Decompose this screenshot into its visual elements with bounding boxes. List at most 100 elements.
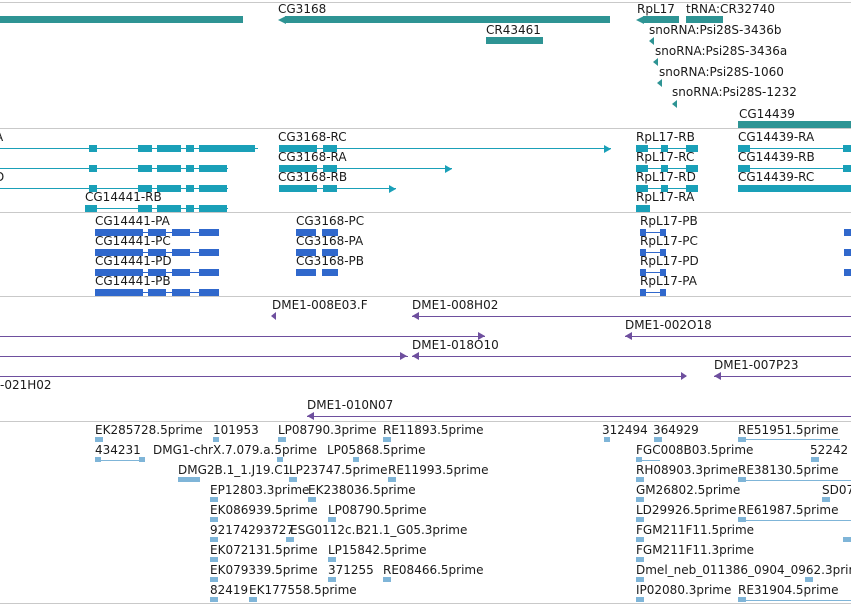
- gene-label[interactable]: snoRNA:Psi28S-1232: [672, 85, 797, 99]
- cds-block[interactable]: [660, 229, 666, 236]
- est-feature[interactable]: [210, 577, 218, 582]
- est-label[interactable]: RE11893.5prime: [383, 423, 484, 437]
- protein-label[interactable]: RpL17-PB: [640, 214, 698, 228]
- exon-block[interactable]: [279, 165, 317, 172]
- cds-block[interactable]: [640, 269, 646, 276]
- exon-block[interactable]: [686, 185, 698, 192]
- est-line[interactable]: [636, 460, 660, 461]
- est-feature[interactable]: [278, 437, 286, 442]
- transcript-label[interactable]: CG14439-RC: [738, 170, 815, 184]
- est-feature[interactable]: [738, 477, 746, 482]
- clone-end-marker-icon[interactable]: [271, 312, 276, 320]
- est-feature[interactable]: [636, 497, 644, 502]
- exon-block[interactable]: [157, 185, 181, 192]
- est-label[interactable]: 92174293727: [210, 523, 294, 537]
- est-label[interactable]: 52242: [810, 443, 849, 457]
- est-line[interactable]: [738, 520, 851, 521]
- exon-block[interactable]: [157, 205, 181, 212]
- exon-block[interactable]: [186, 165, 194, 172]
- exon-block[interactable]: [186, 205, 194, 212]
- clone-line[interactable]: [625, 336, 851, 337]
- est-feature[interactable]: [822, 497, 830, 502]
- exon-block[interactable]: [138, 145, 152, 152]
- transcript-label[interactable]: CG3168-RA: [278, 150, 347, 164]
- exon-block[interactable]: [199, 185, 227, 192]
- est-feature[interactable]: [383, 437, 391, 442]
- est-label[interactable]: LD29926.5prime: [636, 503, 737, 517]
- est-feature[interactable]: [210, 517, 218, 522]
- est-label[interactable]: 312494: [602, 423, 648, 437]
- exon-block[interactable]: [279, 145, 317, 152]
- est-feature[interactable]: [139, 457, 145, 462]
- snorna-marker-icon[interactable]: [672, 100, 677, 108]
- est-label[interactable]: EK285728.5prime: [95, 423, 203, 437]
- est-feature[interactable]: [277, 457, 283, 462]
- protein-label[interactable]: CG3168-PB: [296, 254, 365, 268]
- exon-block[interactable]: [686, 145, 698, 152]
- cds-block[interactable]: [199, 269, 219, 276]
- cds-block[interactable]: [322, 249, 338, 256]
- exon-block[interactable]: [738, 185, 851, 192]
- cds-block[interactable]: [296, 269, 316, 276]
- exon-block[interactable]: [738, 165, 750, 172]
- clone-line[interactable]: [0, 376, 686, 377]
- est-feature[interactable]: [636, 537, 644, 542]
- est-feature[interactable]: [328, 517, 336, 522]
- transcript-label[interactable]: RpL17-RC: [636, 150, 695, 164]
- est-label[interactable]: 82419: [210, 583, 249, 597]
- protein-label[interactable]: CG14441-PB: [95, 274, 171, 288]
- est-label[interactable]: 371255: [328, 563, 374, 577]
- exon-block[interactable]: [323, 165, 337, 172]
- est-label[interactable]: EK072131.5prime: [210, 543, 318, 557]
- transcript-label[interactable]: CG3168-RB: [278, 170, 348, 184]
- est-feature[interactable]: [636, 597, 644, 602]
- est-label[interactable]: RE61987.5prime: [738, 503, 839, 517]
- cds-block[interactable]: [172, 269, 190, 276]
- cds-block[interactable]: [296, 249, 316, 256]
- est-feature[interactable]: [95, 457, 101, 462]
- exon-block[interactable]: [157, 145, 181, 152]
- est-label[interactable]: SD07: [822, 483, 851, 497]
- est-feature[interactable]: [95, 437, 103, 442]
- clone-label[interactable]: DME1-002O18: [625, 318, 712, 332]
- cds-block[interactable]: [844, 269, 851, 276]
- est-label[interactable]: 101953: [213, 423, 259, 437]
- est-label[interactable]: IP02080.3prime: [636, 583, 732, 597]
- protein-label[interactable]: CG3168-PC: [296, 214, 365, 228]
- est-line[interactable]: [738, 439, 840, 440]
- exon-block[interactable]: [843, 145, 851, 152]
- est-feature[interactable]: [636, 517, 644, 522]
- est-label[interactable]: RE38130.5prime: [738, 463, 839, 477]
- exon-block[interactable]: [138, 205, 152, 212]
- transcript-label[interactable]: CG3168-RC: [278, 130, 347, 144]
- cds-block[interactable]: [660, 249, 666, 256]
- gene-label[interactable]: tRNA:CR32740: [686, 2, 775, 16]
- gene-label[interactable]: CR43461: [486, 23, 541, 37]
- est-feature[interactable]: [738, 597, 746, 602]
- protein-label[interactable]: CG14441-PC: [95, 234, 171, 248]
- exon-block[interactable]: [89, 185, 97, 192]
- est-feature[interactable]: [604, 437, 610, 442]
- est-line[interactable]: [95, 460, 145, 461]
- exon-block[interactable]: [157, 165, 181, 172]
- est-feature[interactable]: [289, 477, 297, 482]
- est-label[interactable]: GM26802.5prime: [636, 483, 741, 497]
- est-label[interactable]: EK079339.5prime: [210, 563, 318, 577]
- cds-block[interactable]: [172, 289, 190, 296]
- est-label[interactable]: LP08790.5prime: [328, 503, 427, 517]
- est-feature[interactable]: [636, 577, 644, 582]
- clone-label[interactable]: -021H02: [0, 378, 52, 392]
- est-label[interactable]: EK086939.5prime: [210, 503, 318, 517]
- est-label[interactable]: RE11993.5prime: [388, 463, 489, 477]
- est-label[interactable]: RE08466.5prime: [383, 563, 484, 577]
- cds-block[interactable]: [95, 249, 143, 256]
- exon-block[interactable]: [199, 165, 227, 172]
- est-feature[interactable]: [388, 477, 396, 482]
- gene-label[interactable]: snoRNA:Psi28S-1060: [659, 65, 784, 79]
- cds-block[interactable]: [199, 229, 219, 236]
- protein-label[interactable]: RpL17-PA: [640, 274, 697, 288]
- cds-block[interactable]: [95, 289, 143, 296]
- cds-block[interactable]: [296, 229, 316, 236]
- exon-block[interactable]: [85, 205, 97, 212]
- est-feature[interactable]: [210, 597, 218, 602]
